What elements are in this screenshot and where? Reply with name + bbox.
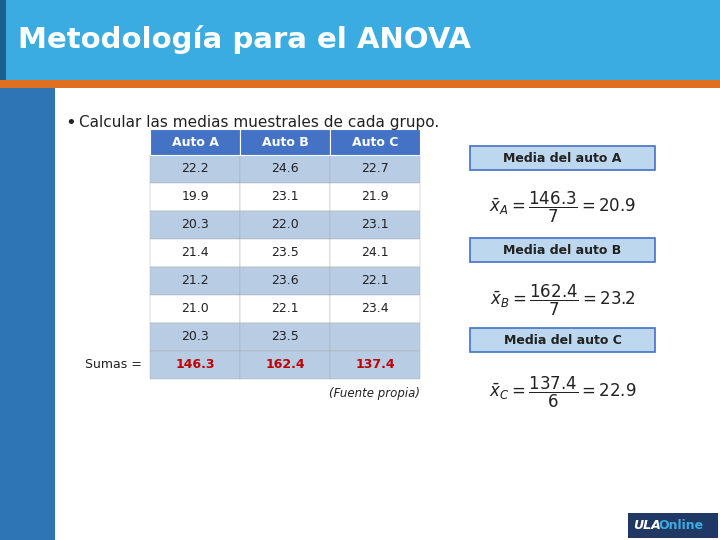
FancyBboxPatch shape	[240, 323, 330, 351]
FancyBboxPatch shape	[330, 129, 420, 155]
FancyBboxPatch shape	[470, 238, 655, 262]
FancyBboxPatch shape	[150, 295, 240, 323]
FancyBboxPatch shape	[330, 239, 420, 267]
FancyBboxPatch shape	[0, 88, 55, 540]
FancyBboxPatch shape	[240, 129, 330, 155]
Text: $\bar{x}_C = \dfrac{137.4}{6} = 22.9$: $\bar{x}_C = \dfrac{137.4}{6} = 22.9$	[489, 374, 636, 410]
FancyBboxPatch shape	[240, 211, 330, 239]
Text: (Fuente propia): (Fuente propia)	[329, 388, 420, 401]
Text: 146.3: 146.3	[175, 359, 215, 372]
FancyBboxPatch shape	[240, 351, 330, 379]
Text: Sumas =: Sumas =	[85, 359, 142, 372]
Text: 21.2: 21.2	[181, 274, 209, 287]
FancyBboxPatch shape	[240, 267, 330, 295]
Text: 20.3: 20.3	[181, 219, 209, 232]
FancyBboxPatch shape	[240, 239, 330, 267]
Text: 23.1: 23.1	[361, 219, 389, 232]
FancyBboxPatch shape	[240, 155, 330, 183]
FancyBboxPatch shape	[240, 295, 330, 323]
FancyBboxPatch shape	[55, 88, 720, 540]
FancyBboxPatch shape	[0, 0, 6, 80]
Text: Auto B: Auto B	[261, 136, 308, 148]
Text: Media del auto B: Media del auto B	[503, 244, 621, 256]
Text: 162.4: 162.4	[265, 359, 305, 372]
FancyBboxPatch shape	[470, 146, 655, 170]
FancyBboxPatch shape	[470, 328, 655, 352]
Text: 24.6: 24.6	[271, 163, 299, 176]
Text: 23.5: 23.5	[271, 330, 299, 343]
FancyBboxPatch shape	[150, 211, 240, 239]
FancyBboxPatch shape	[0, 80, 720, 88]
FancyBboxPatch shape	[330, 211, 420, 239]
FancyBboxPatch shape	[150, 351, 240, 379]
Text: Auto A: Auto A	[171, 136, 218, 148]
FancyBboxPatch shape	[240, 183, 330, 211]
FancyBboxPatch shape	[150, 183, 240, 211]
Text: 21.4: 21.4	[181, 246, 209, 260]
Text: 21.0: 21.0	[181, 302, 209, 315]
Text: Media del auto A: Media del auto A	[503, 152, 621, 165]
FancyBboxPatch shape	[150, 323, 240, 351]
FancyBboxPatch shape	[330, 323, 420, 351]
Text: 137.4: 137.4	[355, 359, 395, 372]
FancyBboxPatch shape	[0, 0, 720, 80]
Text: 19.9: 19.9	[181, 191, 209, 204]
Text: 22.7: 22.7	[361, 163, 389, 176]
Text: Online: Online	[658, 519, 703, 532]
Text: ULA: ULA	[633, 519, 661, 532]
Text: Calcular las medias muestrales de cada grupo.: Calcular las medias muestrales de cada g…	[79, 116, 439, 131]
Text: 22.1: 22.1	[361, 274, 389, 287]
Text: 23.1: 23.1	[271, 191, 299, 204]
FancyBboxPatch shape	[150, 267, 240, 295]
Text: 22.1: 22.1	[271, 302, 299, 315]
Text: 21.9: 21.9	[361, 191, 389, 204]
Text: 24.1: 24.1	[361, 246, 389, 260]
Text: 22.0: 22.0	[271, 219, 299, 232]
Text: 22.2: 22.2	[181, 163, 209, 176]
FancyBboxPatch shape	[150, 129, 240, 155]
Text: 23.5: 23.5	[271, 246, 299, 260]
FancyBboxPatch shape	[330, 351, 420, 379]
Text: •: •	[65, 114, 76, 132]
FancyBboxPatch shape	[330, 267, 420, 295]
FancyBboxPatch shape	[330, 155, 420, 183]
Text: Metodología para el ANOVA: Metodología para el ANOVA	[18, 25, 471, 55]
Text: 20.3: 20.3	[181, 330, 209, 343]
Text: Media del auto C: Media del auto C	[503, 334, 621, 347]
Text: 23.6: 23.6	[271, 274, 299, 287]
Text: $\bar{x}_B = \dfrac{162.4}{7} = 23.2$: $\bar{x}_B = \dfrac{162.4}{7} = 23.2$	[490, 282, 636, 318]
Text: $\bar{x}_A = \dfrac{146.3}{7} = 20.9$: $\bar{x}_A = \dfrac{146.3}{7} = 20.9$	[489, 190, 636, 225]
Text: Auto C: Auto C	[352, 136, 398, 148]
Text: 23.4: 23.4	[361, 302, 389, 315]
FancyBboxPatch shape	[330, 183, 420, 211]
FancyBboxPatch shape	[150, 239, 240, 267]
FancyBboxPatch shape	[150, 155, 240, 183]
FancyBboxPatch shape	[628, 513, 718, 538]
FancyBboxPatch shape	[330, 295, 420, 323]
